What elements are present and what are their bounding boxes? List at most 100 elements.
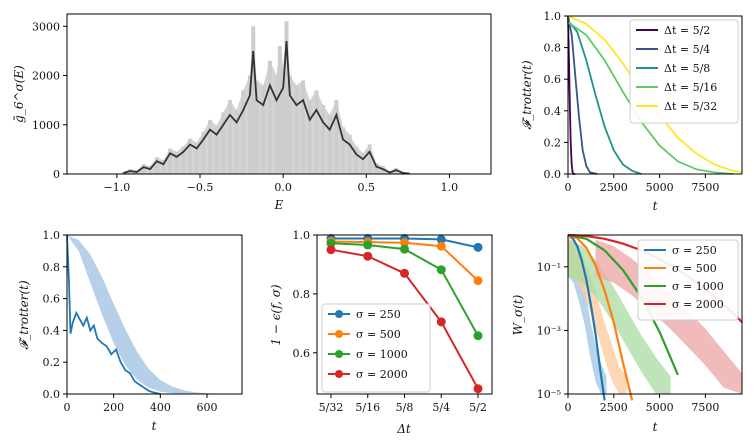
error-vs-dt-point <box>436 234 446 244</box>
window-legend-label: σ = 1000 <box>672 280 724 293</box>
window-legend-label: σ = 250 <box>672 244 717 257</box>
error-vs-dt-xlabel: Δt <box>396 422 411 436</box>
trotter-fidelity-ytick-label: 0.0 <box>544 168 562 181</box>
window-ytick-label: 10⁻⁵ <box>537 388 561 401</box>
error-vs-dt-point <box>473 242 483 252</box>
trotter-band-ytick-label: 0.6 <box>43 293 61 306</box>
trotter-fidelity-axes-frame <box>567 15 743 175</box>
error-vs-dt-point <box>473 384 483 394</box>
error-vs-dt-legend-label: σ = 250 <box>356 308 401 321</box>
error-vs-dt-legend: σ = 250 σ = 500 σ = 1000 σ = 2000 <box>321 303 431 393</box>
error-vs-dt-point <box>400 268 409 278</box>
trotter-fidelity-panel: 0 2500 5000 7500 0.0 0.2 0.4 0.6 0.8 1.0 Δt = 5/2… <box>520 10 743 213</box>
error-vs-dt-point <box>473 276 483 286</box>
density-xtick-label: 0.5 <box>358 181 376 194</box>
density-smoothed-line <box>123 41 410 175</box>
trotter-band-xtick-label: 400 <box>150 401 171 414</box>
error-vs-dt-legend-marker <box>335 330 343 338</box>
error-vs-dt-xtick-label: 5/32 <box>319 401 344 414</box>
trotter-band-ytick-label: 1.0 <box>43 229 61 242</box>
window-ticks: 0 2500 5000 7500 10⁻⁵ 10⁻³ 10⁻¹ <box>537 261 720 414</box>
error-vs-dt-point <box>436 265 446 275</box>
window-ylabel: W_σ(t) <box>511 294 525 335</box>
error-vs-dt-legend-frame <box>321 303 431 393</box>
error-vs-dt-legend-marker <box>335 350 343 358</box>
window-legend-label: σ = 500 <box>672 262 717 275</box>
error-vs-dt-ticks: 5/32 5/16 5/8 5/4 5/2 0.6 0.8 1.0 <box>293 229 487 414</box>
trotter-fidelity-legend-label: Δt = 5/2 <box>664 24 710 37</box>
trotter-band-ytick-label: 0.2 <box>43 356 61 369</box>
density-xtick-label: −0.5 <box>187 181 214 194</box>
window-xtick-label: 2500 <box>600 401 628 414</box>
window-xtick-label: 7500 <box>691 401 719 414</box>
trotter-band-panel: 0 200 400 600 0.0 0.2 0.4 0.6 0.8 1.0 t 𝓕_trotter… <box>17 229 243 433</box>
window-line <box>567 234 606 401</box>
error-vs-dt-ylabel: 1 − ϵ(f, σ) <box>269 284 283 346</box>
window-legend: σ = 250 σ = 500 σ = 1000 σ = 2000 <box>637 239 739 321</box>
trotter-band-xtick-label: 600 <box>197 401 218 414</box>
error-vs-dt-xtick-label: 5/16 <box>355 401 380 414</box>
trotter-fidelity-line <box>567 15 598 175</box>
trotter-fidelity-ticks: 0 2500 5000 7500 0.0 0.2 0.4 0.6 0.8 1.0 <box>544 10 720 194</box>
trotter-fidelity-xtick-label: 5000 <box>646 181 674 194</box>
error-vs-dt-point <box>326 245 336 255</box>
error-vs-dt-point <box>363 240 373 250</box>
error-vs-dt-legend-marker <box>335 370 343 378</box>
trotter-band-ytick-label: 0.0 <box>43 388 61 401</box>
trotter-band-ticks: 0 200 400 600 0.0 0.2 0.4 0.6 0.8 1.0 <box>43 229 218 414</box>
trotter-band-xtick-label: 0 <box>64 401 71 414</box>
trotter-fidelity-xtick-label: 7500 <box>691 181 719 194</box>
trotter-fidelity-ytick-label: 0.8 <box>544 42 562 55</box>
trotter-band-axes-frame <box>66 234 243 395</box>
density-ytick-label: 3000 <box>32 20 60 33</box>
error-vs-dt-point <box>400 244 409 254</box>
window-legend-frame <box>637 239 739 321</box>
trotter-fidelity-line <box>567 21 733 175</box>
error-vs-dt-point <box>473 331 483 341</box>
trotter-band-xlabel: t <box>152 419 157 433</box>
trotter-band-plot-area <box>66 234 243 395</box>
trotter-fidelity-ytick-label: 0.4 <box>544 105 562 118</box>
error-vs-dt-ytick-label: 0.8 <box>293 288 311 301</box>
window-xtick-label: 0 <box>565 401 572 414</box>
window-axes-frame <box>567 234 743 395</box>
density-xtick-label: 1.0 <box>441 181 459 194</box>
trotter-fidelity-xtick-label: 0 <box>565 181 572 194</box>
window-xtick-label: 5000 <box>646 401 674 414</box>
error-vs-dt-ytick-label: 1.0 <box>293 229 311 242</box>
trotter-fidelity-legend-label: Δt = 5/4 <box>664 43 710 56</box>
density-panel: −1.0 −0.5 0.0 0.5 1.0 0 1000 2000 3000 E g̃_6^σ(… <box>12 13 492 212</box>
trotter-fidelity-legend: Δt = 5/2 Δt = 5/4 Δt = 5/8 Δt = 5/16 Δt = 5/… <box>629 19 739 124</box>
trotter-fidelity-ytick-label: 1.0 <box>544 10 562 23</box>
trotter-band-sample-line <box>66 234 161 395</box>
error-vs-dt-point <box>436 317 446 327</box>
error-vs-dt-legend-label: σ = 500 <box>356 328 401 341</box>
window-panel: 0 2500 5000 7500 10⁻⁵ 10⁻³ 10⁻¹ σ = 250 σ = 500… <box>511 233 743 434</box>
density-axes-frame <box>66 13 492 175</box>
error-vs-dt-point <box>363 251 373 261</box>
trotter-fidelity-legend-label: Δt = 5/32 <box>664 100 717 113</box>
window-line <box>567 233 634 401</box>
error-vs-dt-legend-label: σ = 2000 <box>356 368 408 381</box>
density-ytick-label: 1000 <box>32 119 60 132</box>
error-vs-dt-point <box>436 241 446 251</box>
trotter-fidelity-xlabel: t <box>653 199 658 213</box>
error-vs-dt-legend-label: σ = 1000 <box>356 348 408 361</box>
trotter-fidelity-legend-label: Δt = 5/8 <box>664 62 710 75</box>
trotter-fidelity-line <box>567 20 642 175</box>
trotter-band-ylabel: 𝓕_trotter(t) <box>17 280 31 350</box>
window-legend-label: σ = 2000 <box>672 298 724 311</box>
density-xtick-label: 0.0 <box>274 181 292 194</box>
error-vs-dt-xtick-label: 5/8 <box>396 401 414 414</box>
window-line <box>567 233 679 376</box>
trotter-band-xtick-label: 200 <box>103 401 124 414</box>
trotter-fidelity-legend-label: Δt = 5/16 <box>664 81 717 94</box>
error-vs-dt-plot-area <box>326 234 483 394</box>
density-ylabel: g̃_6^σ(E) <box>12 65 26 123</box>
window-ytick-label: 10⁻¹ <box>537 261 561 274</box>
trotter-fidelity-legend-frame <box>629 19 739 124</box>
trotter-band-ytick-label: 0.4 <box>43 324 61 337</box>
window-noise-band <box>568 239 671 394</box>
window-ytick-label: 10⁻³ <box>537 324 561 337</box>
